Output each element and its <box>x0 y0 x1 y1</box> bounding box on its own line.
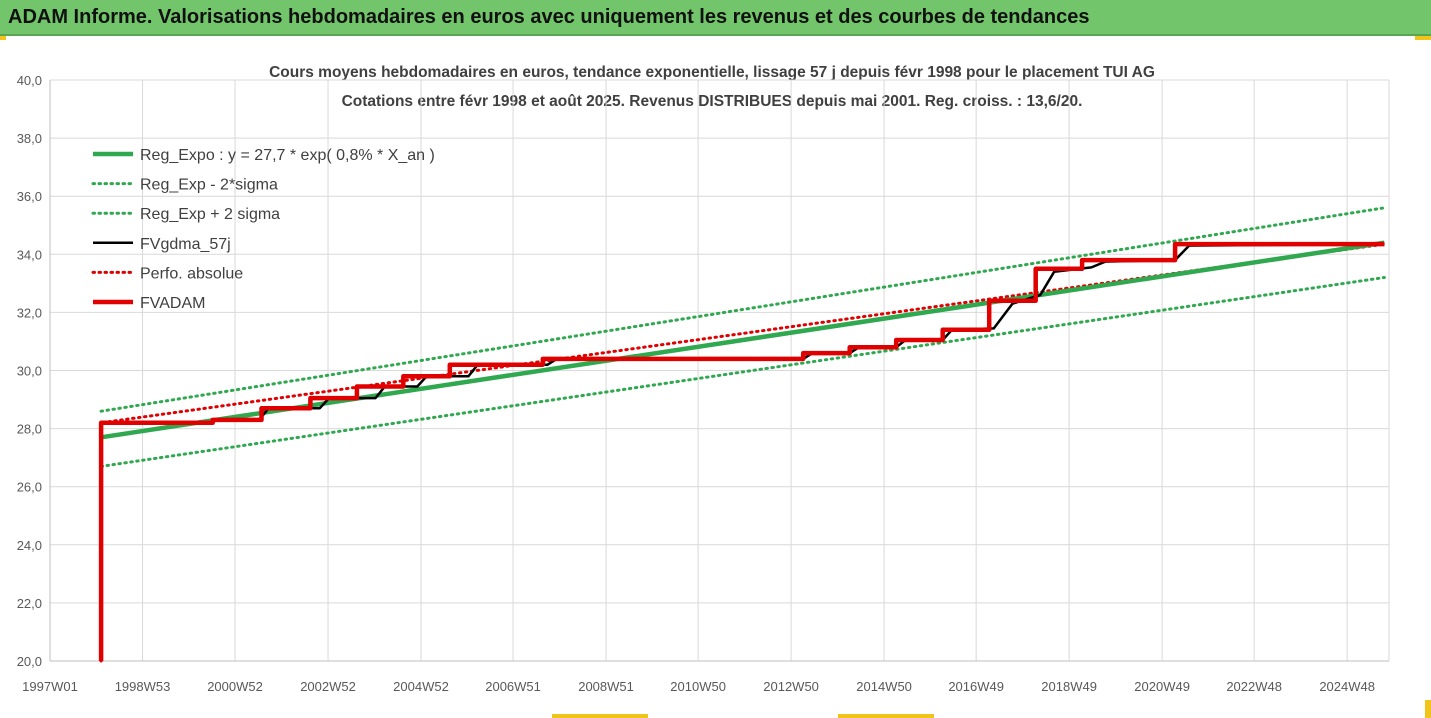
corner-marker-left <box>0 36 6 40</box>
x-tick-label: 2014W50 <box>856 679 912 694</box>
x-tick-label: 2022W48 <box>1226 679 1282 694</box>
x-tick-label: 2010W50 <box>670 679 726 694</box>
legend-label: FVADAM <box>140 295 205 312</box>
legend-label: Reg_Exp - 2*sigma <box>140 177 278 194</box>
y-tick-label: 26,0 <box>17 480 42 495</box>
x-tick-label: 2006W51 <box>485 679 541 694</box>
x-tick-label: 2000W52 <box>207 679 263 694</box>
x-tick-label: 1997W01 <box>22 679 78 694</box>
series-line-5 <box>98 241 1385 661</box>
y-tick-label: 36,0 <box>17 189 42 204</box>
x-tick-label: 2012W50 <box>763 679 819 694</box>
y-tick-label: 28,0 <box>17 422 42 437</box>
x-tick-label: 2008W51 <box>578 679 634 694</box>
x-tick-label: 2020W49 <box>1134 679 1190 694</box>
x-tick-label: 2004W52 <box>393 679 449 694</box>
legend-label: Reg_Exp + 2 sigma <box>140 206 280 223</box>
y-tick-label: 32,0 <box>17 305 42 320</box>
y-tick-label: 34,0 <box>17 247 42 262</box>
y-tick-label: 22,0 <box>17 596 42 611</box>
series-line-1 <box>99 276 1386 468</box>
x-tick-label: 2016W49 <box>948 679 1004 694</box>
x-tick-label: 1998W53 <box>115 679 171 694</box>
y-tick-label: 40,0 <box>17 73 42 88</box>
x-tick-label: 2024W48 <box>1319 679 1375 694</box>
report-title: ADAM Informe. Valorisations hebdomadaire… <box>8 6 1090 28</box>
scrollbar-marker-2 <box>838 714 934 718</box>
y-tick-label: 24,0 <box>17 538 42 553</box>
x-tick-label: 2002W52 <box>300 679 356 694</box>
chart-title-line-1: Cours moyens hebdomadaires en euros, ten… <box>269 64 1155 81</box>
series-line-0 <box>100 240 1385 440</box>
y-tick-label: 30,0 <box>17 364 42 379</box>
series-line-4 <box>99 242 1386 663</box>
series-line-3 <box>101 242 1385 425</box>
report-banner: ADAM Informe. Valorisations hebdomadaire… <box>0 0 1431 36</box>
scrollbar-marker-1 <box>552 714 648 718</box>
legend-label: FVgdma_57j <box>140 236 231 253</box>
series-line-2 <box>99 206 1386 413</box>
legend-label: Reg_Expo : y = 27,7 * exp( 0,8% * X_an ) <box>140 147 435 164</box>
y-tick-label: 20,0 <box>17 654 42 669</box>
chart-title-line-2: Cotations entre févr 1998 et août 2025. … <box>342 93 1083 110</box>
corner-marker-right <box>1415 36 1431 40</box>
x-tick-label: 2018W49 <box>1041 679 1097 694</box>
y-tick-label: 38,0 <box>17 131 42 146</box>
corner-marker-bottom-right <box>1425 700 1431 718</box>
legend-label: Perfo. absolue <box>140 265 243 282</box>
